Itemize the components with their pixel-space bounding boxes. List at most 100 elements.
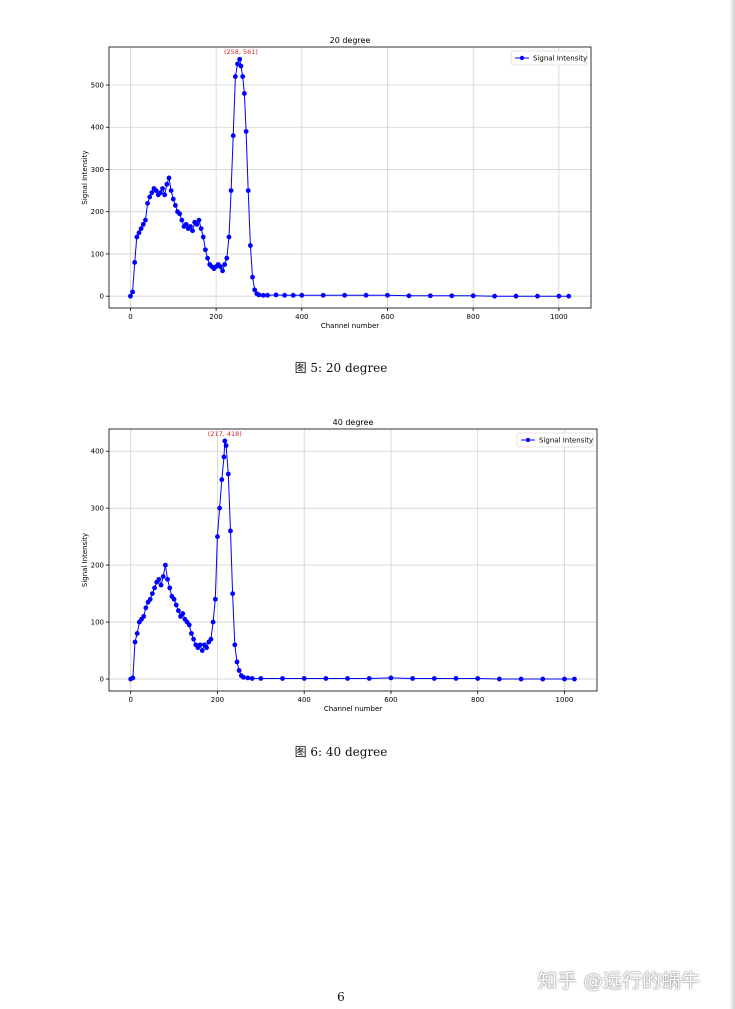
data-point (134, 234, 140, 240)
data-point (191, 636, 196, 642)
y-tick-label: 400 (91, 448, 104, 456)
data-point (245, 188, 251, 193)
x-tick-label: 1000 (550, 313, 568, 321)
data-point (249, 676, 255, 681)
data-point (158, 190, 163, 196)
x-tick-label: 200 (209, 313, 222, 321)
watermark: 知乎 @远行的蜗牛 (538, 970, 701, 992)
data-point (427, 293, 433, 299)
figure-caption-20-degree: 图 5: 20 degree (294, 361, 388, 375)
data-point (138, 226, 144, 232)
data-point (224, 255, 230, 261)
chart-20-degree: 0 200 400 600 800 1000 0 100 200 300 400 500 20 degr… (81, 36, 592, 330)
data-point (162, 192, 168, 198)
y-tick-label: 500 (91, 82, 104, 90)
data-point (177, 211, 183, 217)
x-tick-label: 0 (128, 313, 132, 321)
y-tick-label: 200 (91, 562, 104, 570)
plot-area (109, 429, 597, 691)
data-point (366, 676, 372, 681)
y-tick-label: 400 (91, 124, 104, 132)
data-point (166, 175, 172, 181)
data-point (237, 56, 243, 62)
figure-40-degree: 0 200 400 600 800 1000 0 100 200 300 400 40 degree C… (0, 412, 735, 722)
legend-label: Signal Intensity (539, 437, 593, 445)
data-point (345, 676, 350, 681)
data-point (165, 576, 170, 582)
figure-20-degree: 0 200 400 600 800 1000 0 100 200 300 400 500 20 degr… (0, 30, 735, 340)
data-point (136, 230, 142, 236)
data-point (497, 676, 502, 682)
page-edge (729, 0, 735, 1009)
data-point (273, 292, 279, 298)
y-tick-label: 300 (91, 166, 104, 174)
data-point (556, 293, 562, 299)
data-point (241, 674, 246, 680)
data-point (208, 636, 214, 642)
data-point (167, 585, 173, 591)
data-point (200, 234, 206, 240)
x-axis-label: Channel number (324, 705, 382, 713)
plot-frame (108, 46, 592, 309)
data-point (449, 293, 455, 299)
y-tick-label: 0 (100, 676, 104, 684)
data-point (173, 202, 178, 208)
data-point (176, 608, 181, 614)
data-point (245, 675, 251, 681)
data-point (173, 602, 179, 608)
data-point (228, 188, 234, 193)
data-point (226, 234, 232, 240)
x-tick-label: 600 (384, 696, 397, 704)
legend-marker-swatch (519, 55, 525, 61)
data-point (141, 613, 147, 619)
y-tick-label: 0 (100, 293, 104, 301)
x-tick-label: 800 (471, 696, 484, 704)
chart-title: 40 degree (333, 418, 374, 427)
data-point (128, 293, 133, 299)
data-point (197, 642, 203, 648)
data-point (222, 438, 228, 444)
chart-40-degree: 0 200 400 600 800 1000 0 100 200 300 400 40 degree C… (81, 418, 598, 713)
data-point (143, 217, 148, 223)
data-point (223, 443, 229, 448)
data-point (205, 255, 210, 261)
data-point (299, 292, 305, 298)
data-point (183, 221, 189, 227)
data-point (265, 292, 270, 298)
legend-label: Signal Intensity (533, 55, 587, 63)
data-point (243, 129, 249, 134)
data-point (470, 293, 476, 299)
data-point (147, 194, 153, 200)
data-point (236, 668, 242, 673)
data-point (258, 676, 264, 681)
x-tick-label: 0 (128, 696, 132, 704)
data-point (290, 292, 296, 298)
data-point (238, 63, 244, 69)
y-axis-label: Signal Intensity (81, 533, 89, 587)
data-point (194, 221, 200, 227)
data-point (162, 562, 168, 568)
data-point (256, 292, 262, 298)
data-point (186, 622, 192, 628)
data-point (232, 74, 238, 79)
data-point (222, 262, 228, 267)
x-axis-label: Channel number (321, 322, 379, 330)
data-point (235, 61, 240, 67)
data-point (247, 243, 253, 248)
data-point (217, 505, 223, 511)
data-point (388, 675, 394, 681)
data-point (196, 217, 202, 223)
x-tick-label: 200 (211, 696, 224, 704)
data-point (518, 676, 524, 682)
figure-caption-40-degree: 图 6: 40 degree (294, 745, 388, 759)
peak-annotation: (217, 418) (208, 430, 242, 438)
data-point (252, 287, 258, 293)
legend-marker-swatch (525, 437, 531, 443)
data-point (145, 200, 150, 206)
data-point (160, 574, 166, 579)
data-point (320, 292, 326, 298)
data-point (406, 293, 412, 299)
data-point (170, 196, 176, 202)
data-point (156, 576, 162, 582)
data-point (260, 292, 266, 298)
